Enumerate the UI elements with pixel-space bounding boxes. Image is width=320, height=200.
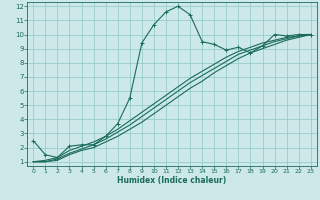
X-axis label: Humidex (Indice chaleur): Humidex (Indice chaleur) [117,176,227,185]
